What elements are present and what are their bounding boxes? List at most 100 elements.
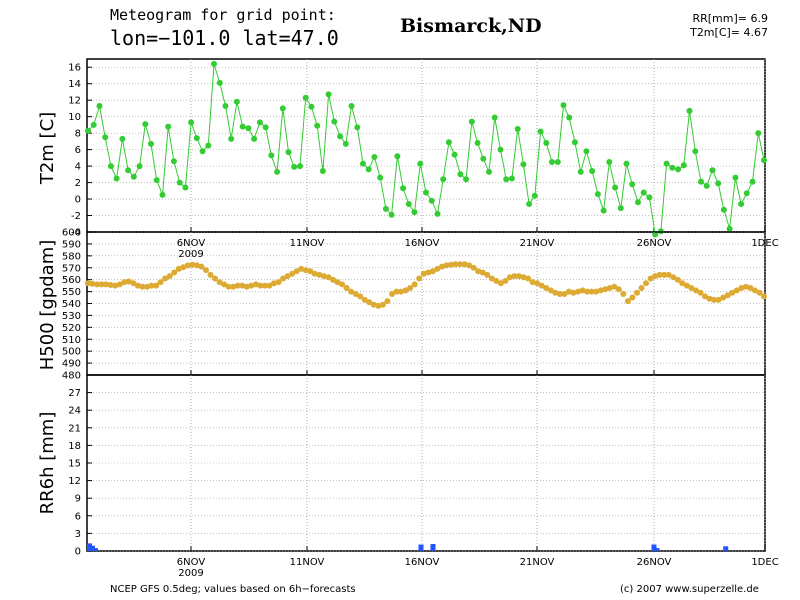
- h500-data-point: [157, 279, 164, 286]
- date-tick-label: 26NOV: [637, 238, 672, 249]
- t2m-data-point: [291, 163, 298, 170]
- h500-data-point: [606, 285, 613, 291]
- h500-data-point: [538, 282, 545, 289]
- t2m-data-point: [405, 201, 412, 207]
- t2m-data-point: [279, 105, 286, 112]
- h500-data-point: [733, 287, 740, 294]
- t2m-data-point: [233, 98, 240, 105]
- h500-data-point: [366, 299, 373, 306]
- t2m-data-point: [102, 134, 109, 141]
- t2m-data-point: [365, 166, 372, 173]
- h500-data-point: [280, 275, 287, 282]
- h500-data-point: [98, 281, 105, 288]
- rr6h-ytick-label: 18: [68, 441, 81, 452]
- h500-data-point: [94, 281, 101, 288]
- h500-data-point: [402, 287, 409, 294]
- h500-axis-label: H500 [gpdam]: [37, 240, 58, 371]
- t2m-ytick-label: 16: [68, 63, 81, 74]
- h500-data-point: [293, 268, 300, 275]
- h500-data-point: [715, 296, 722, 303]
- t2m-data-point: [222, 103, 229, 109]
- t2m-data-point: [262, 124, 269, 131]
- date-tick-label: 6NOV: [177, 238, 206, 249]
- t2m-data-point: [256, 119, 263, 126]
- t2m-data-point: [669, 164, 676, 171]
- h500-data-point: [570, 289, 577, 296]
- h500-data-point: [357, 293, 364, 300]
- h500-data-point: [193, 262, 200, 269]
- h500-data-point: [597, 287, 604, 294]
- h500-data-point: [370, 301, 377, 308]
- h500-data-point: [511, 273, 518, 280]
- h500-data-point: [302, 267, 309, 274]
- t2m-ytick-label: -4: [71, 228, 81, 239]
- h500-data-point: [144, 283, 150, 290]
- h500-data-point: [751, 287, 758, 294]
- t2m-data-point: [440, 176, 447, 183]
- h500-ytick-label: 490: [62, 359, 81, 370]
- t2m-data-point: [331, 118, 338, 125]
- date-tick-label: 21NOV: [520, 238, 555, 249]
- t2m-data-point: [245, 125, 252, 132]
- h500-data-point: [525, 275, 532, 282]
- t2m-data-point: [594, 191, 601, 198]
- t2m-ytick-label: 6: [75, 145, 81, 156]
- year-label: 2009: [178, 249, 203, 260]
- h500-data-point: [411, 281, 418, 288]
- t2m-data-point: [743, 190, 750, 197]
- h500-data-point: [171, 269, 178, 276]
- h500-data-point: [443, 262, 450, 269]
- t2m-data-point: [228, 135, 235, 142]
- date-tick-label: 21NOV: [520, 557, 555, 568]
- h500-data-point: [420, 270, 427, 277]
- h500-data-point: [692, 287, 699, 294]
- h500-data-point: [529, 279, 536, 286]
- t2m-data-point: [188, 119, 195, 126]
- h500-data-point: [89, 280, 96, 287]
- h500-data-point: [307, 268, 314, 275]
- h500-data-point: [379, 301, 386, 308]
- h500-data-point: [602, 286, 609, 293]
- h500-data-point: [516, 273, 522, 280]
- h500-data-point: [756, 289, 763, 296]
- h500-ytick-label: 540: [62, 299, 81, 310]
- t2m-data-point: [216, 79, 223, 86]
- t2m-data-point: [342, 140, 349, 147]
- t2m-data-point: [268, 152, 275, 159]
- t2m-data-point: [543, 140, 550, 146]
- h500-data-point: [638, 285, 645, 291]
- h500-data-point: [334, 279, 341, 286]
- h500-data-point: [652, 273, 659, 280]
- h500-data-point: [461, 261, 468, 268]
- h500-data-point: [184, 262, 191, 269]
- t2m-data-point: [698, 178, 704, 185]
- t2m-current-label: T2m[C]= 4.67: [690, 26, 768, 39]
- h500-data-point: [429, 268, 436, 275]
- h500-data-point: [688, 285, 695, 291]
- rr6h-panel: 0 3 6 9 12 15 18 21 24 27 6NOV 11NOV 16NOV 21NOV 26NOV…: [68, 374, 779, 579]
- t2m-data-point: [566, 114, 573, 121]
- h500-data-point: [271, 280, 277, 287]
- h500-data-point: [647, 275, 654, 282]
- h500-data-point: [448, 261, 454, 268]
- h500-data-point: [584, 288, 591, 295]
- h500-data-point: [543, 285, 550, 291]
- t2m-ytick-label: 10: [68, 112, 81, 123]
- h500-data-point: [488, 275, 495, 282]
- t2m-data-point: [657, 228, 664, 235]
- h500-data-point: [266, 282, 273, 289]
- t2m-data-point: [749, 178, 756, 185]
- t2m-data-point: [686, 107, 693, 114]
- h500-data-point: [661, 271, 668, 278]
- t2m-data-point: [703, 182, 710, 189]
- t2m-data-point: [417, 160, 424, 167]
- h500-ytick-label: 560: [62, 275, 81, 286]
- h500-data-point: [121, 279, 128, 286]
- rr6h-bar: [90, 545, 95, 551]
- h500-data-point: [683, 282, 690, 289]
- t2m-data-point: [302, 94, 309, 101]
- h500-data-point: [565, 288, 572, 295]
- h500-data-point: [484, 271, 491, 278]
- t2m-ytick-label: 12: [68, 96, 81, 107]
